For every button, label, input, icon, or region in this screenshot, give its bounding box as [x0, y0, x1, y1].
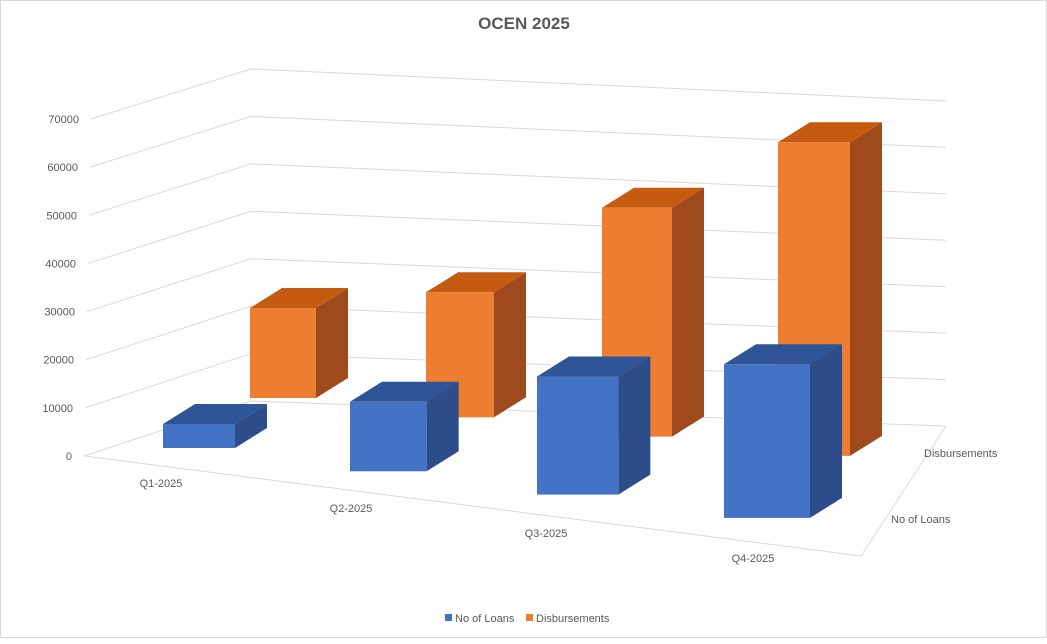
bar-front-face [250, 308, 316, 398]
bar-loans-q1-2025 [163, 404, 267, 448]
gridline [86, 258, 947, 313]
bar-side-face [235, 404, 267, 448]
legend-swatch-disbursements [526, 614, 533, 621]
gridline [89, 115, 947, 168]
x-tick-label: Q4-2025 [732, 553, 775, 565]
bar-loans-q4-2025 [724, 344, 842, 518]
bar-top-face [778, 122, 882, 143]
gridline [90, 68, 947, 120]
bar-top-face [426, 272, 526, 293]
y-tick-label: 0 [66, 451, 72, 463]
y-tick-label: 50000 [46, 210, 77, 222]
y-tick-label: 30000 [44, 307, 75, 319]
bar-top-face [250, 288, 348, 308]
bar-top-face [724, 344, 842, 365]
y-tick-label: 70000 [48, 114, 79, 126]
bar-front-face [163, 424, 235, 448]
bar-front-face [724, 364, 810, 518]
bar-side-face [426, 381, 459, 472]
gridline [83, 400, 947, 457]
y-tick-label: 60000 [47, 162, 78, 174]
bar-front-face [537, 376, 619, 495]
chart-title: OCEN 2025 [478, 14, 570, 33]
bar-side-face [494, 272, 526, 418]
x-tick-label: Q3-2025 [525, 528, 568, 540]
bar-top-face [602, 187, 704, 208]
bar-side-face [672, 187, 704, 437]
legend-swatch-loans [445, 614, 452, 621]
x-tick-label: Q1-2025 [140, 478, 183, 490]
gridline [87, 210, 947, 264]
gridline [85, 305, 947, 361]
y-tick-label: 10000 [42, 403, 73, 415]
x-axis: Q1-2025 Q2-2025 Q3-2025 Q4-2025 [140, 478, 775, 565]
gridline [88, 163, 947, 216]
gridlines [83, 68, 947, 557]
legend-label-disbursements: Disbursements [536, 613, 610, 625]
bar-front-face [350, 401, 427, 472]
bar-loans-q3-2025 [537, 356, 651, 495]
y-tick-label: 20000 [43, 355, 74, 367]
bar-disbursements-q1-2025 [250, 288, 348, 398]
series-axis-label-loans: No of Loans [891, 514, 951, 526]
series-axis-label-disbursements: Disbursements [924, 448, 998, 460]
y-axis: 0 10000 20000 30000 40000 50000 60000 70000 [42, 114, 79, 463]
floor-edge [83, 425, 947, 557]
bars [163, 122, 882, 518]
y-tick-label: 40000 [45, 258, 76, 270]
legend: No of Loans Disbursements [445, 613, 610, 625]
bar-side-face [810, 344, 842, 518]
bar-top-face [163, 404, 267, 424]
bar-side-face [316, 288, 348, 398]
bar-side-face [850, 122, 882, 456]
legend-label-loans: No of Loans [455, 613, 515, 625]
bar-side-face [618, 356, 651, 495]
bar-loans-q2-2025 [350, 381, 459, 472]
bar-top-face [350, 381, 459, 402]
bar-top-face [537, 356, 651, 377]
x-tick-label: Q2-2025 [330, 503, 373, 515]
